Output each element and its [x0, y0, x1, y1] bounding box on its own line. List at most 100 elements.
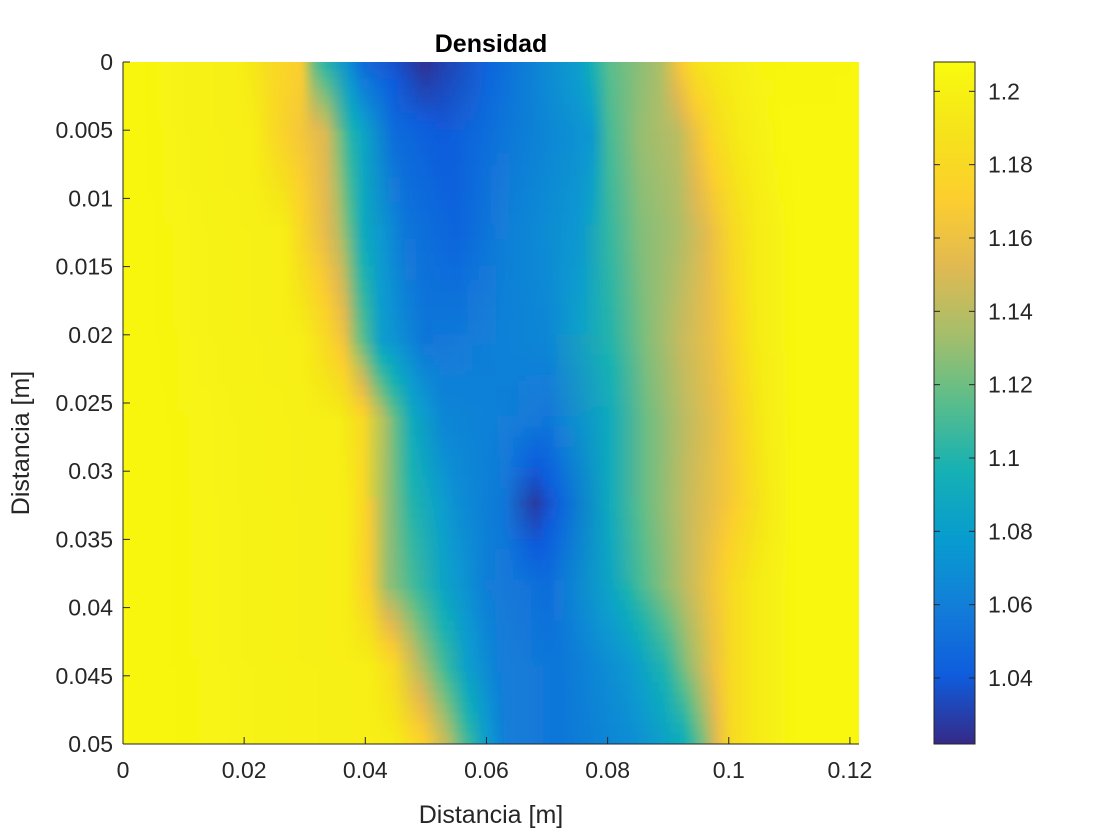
- heatmap-row: [123, 723, 859, 735]
- colorbar-tick-label: 1.08: [988, 518, 1033, 544]
- heatmap-row: [123, 641, 859, 653]
- heatmap-row: [123, 590, 859, 602]
- heatmap-row: [123, 426, 859, 438]
- colorbar-tick-label: 1.04: [988, 665, 1033, 691]
- colorbar-tick-label: 1.06: [988, 592, 1033, 618]
- heatmap-row: [123, 416, 859, 428]
- heatmap-row: [123, 121, 859, 131]
- colorbar-tick-label: 1.12: [988, 372, 1033, 398]
- heatmap-image: [123, 62, 859, 744]
- heatmap-row: [123, 477, 859, 489]
- x-tick-label: 0: [117, 757, 130, 783]
- heatmap-row: [123, 742, 859, 744]
- heatmap-row: [123, 487, 859, 499]
- y-tick-label: 0.025: [55, 390, 113, 416]
- heatmap-row: [123, 354, 859, 366]
- heatmap-row: [123, 569, 859, 581]
- heatmap-row: [123, 112, 859, 123]
- heatmap-row: [123, 177, 859, 191]
- heatmap-row: [123, 165, 859, 179]
- heatmap-row: [123, 213, 859, 227]
- x-axis-label: Distancia [m]: [419, 801, 563, 829]
- heatmap-row: [123, 733, 859, 744]
- heatmap-row: [123, 692, 859, 704]
- x-tick-label: 0.12: [828, 757, 873, 783]
- heatmap-row: [123, 712, 859, 725]
- heatmap-row: [123, 620, 859, 632]
- x-tick-label: 0.02: [222, 757, 267, 783]
- heatmap-row: [123, 104, 859, 114]
- heatmap-row: [123, 559, 859, 571]
- heatmap-row: [123, 395, 859, 407]
- y-tick-label: 0.03: [68, 458, 113, 484]
- heatmap-row: [123, 95, 859, 106]
- y-tick-label: 0.015: [55, 254, 113, 280]
- x-tick-label: 0.08: [585, 757, 630, 783]
- heatmap-cells: [123, 62, 859, 744]
- y-tick-label: 0.01: [68, 185, 113, 211]
- heatmap-row: [123, 238, 859, 254]
- heatmap-row: [123, 87, 859, 97]
- heatmap-row: [123, 702, 859, 714]
- heatmap-row: [123, 457, 859, 469]
- y-tick-label: 0.02: [68, 322, 113, 348]
- y-axis: 0 0.005 0.01 0.015 0.02 0.025 0.03 0.035 0.04 0.0…: [55, 49, 130, 757]
- heatmap-row: [123, 62, 859, 72]
- heatmap-row: [123, 334, 859, 346]
- y-tick-label: 0: [100, 49, 113, 75]
- heatmap-row: [123, 538, 859, 551]
- colorbar-tick-label: 1.16: [988, 225, 1033, 251]
- colorbar-tick-label: 1.18: [988, 152, 1033, 178]
- heatmap-row: [123, 436, 859, 448]
- heatmap-row: [123, 508, 859, 520]
- heatmap-row: [123, 671, 859, 684]
- heatmap-row: [123, 293, 859, 309]
- heatmap-row: [123, 661, 859, 673]
- y-tick-label: 0.035: [55, 526, 113, 552]
- heatmap-row: [123, 467, 859, 479]
- heatmap-row: [123, 682, 859, 694]
- chart-title: Densidad: [435, 30, 548, 58]
- y-tick-label: 0.005: [55, 117, 113, 143]
- x-tick-label: 0.06: [464, 757, 509, 783]
- y-tick-label: 0.04: [68, 595, 113, 621]
- x-tick-label: 0.1: [713, 757, 745, 783]
- heatmap-row: [123, 518, 859, 530]
- colorbar-tick-label: 1.1: [988, 445, 1020, 471]
- heatmap-row: [123, 129, 859, 143]
- heatmap-row: [123, 225, 859, 240]
- colorbar-tick-label: 1.14: [988, 298, 1033, 324]
- heatmap-row: [123, 266, 859, 281]
- heatmap-row: [123, 405, 859, 418]
- colorbar-ticks: 1.04 1.06 1.08 1.1 1.12 1.14 1.16 1.18 1.2: [934, 78, 1033, 691]
- heatmap-row: [123, 651, 859, 663]
- heatmap-row: [123, 446, 859, 459]
- heatmap-row: [123, 70, 859, 80]
- heatmap-row: [123, 528, 859, 540]
- heatmap-row: [123, 610, 859, 622]
- heatmap-row: [123, 153, 859, 167]
- heatmap-row: [123, 279, 859, 295]
- heatmap-row: [123, 364, 859, 377]
- heatmap-row: [123, 189, 859, 203]
- heatmap-row: [123, 600, 859, 612]
- colorbar: [933, 61, 976, 745]
- heatmap-row: [123, 344, 859, 356]
- y-tick-label: 0.045: [55, 663, 113, 689]
- heatmap-row: [123, 307, 859, 322]
- heatmap-row: [123, 497, 859, 510]
- heatmap-row: [123, 320, 859, 336]
- y-axis-label: Distancia [m]: [7, 371, 35, 515]
- heatmap-row: [123, 385, 859, 397]
- heatmap-row: [123, 549, 859, 561]
- heatmap-row: [123, 375, 859, 387]
- x-tick-label: 0.04: [343, 757, 388, 783]
- y-tick-label: 0.05: [68, 731, 113, 757]
- x-axis: 0 0.02 0.04 0.06 0.08 0.1 0.12: [117, 737, 873, 783]
- heatmap-row: [123, 579, 859, 592]
- heatmap-row: [123, 141, 859, 155]
- heatmap-row: [123, 252, 859, 268]
- colorbar-tick-label: 1.2: [988, 78, 1020, 104]
- heatmap-row: [123, 201, 859, 215]
